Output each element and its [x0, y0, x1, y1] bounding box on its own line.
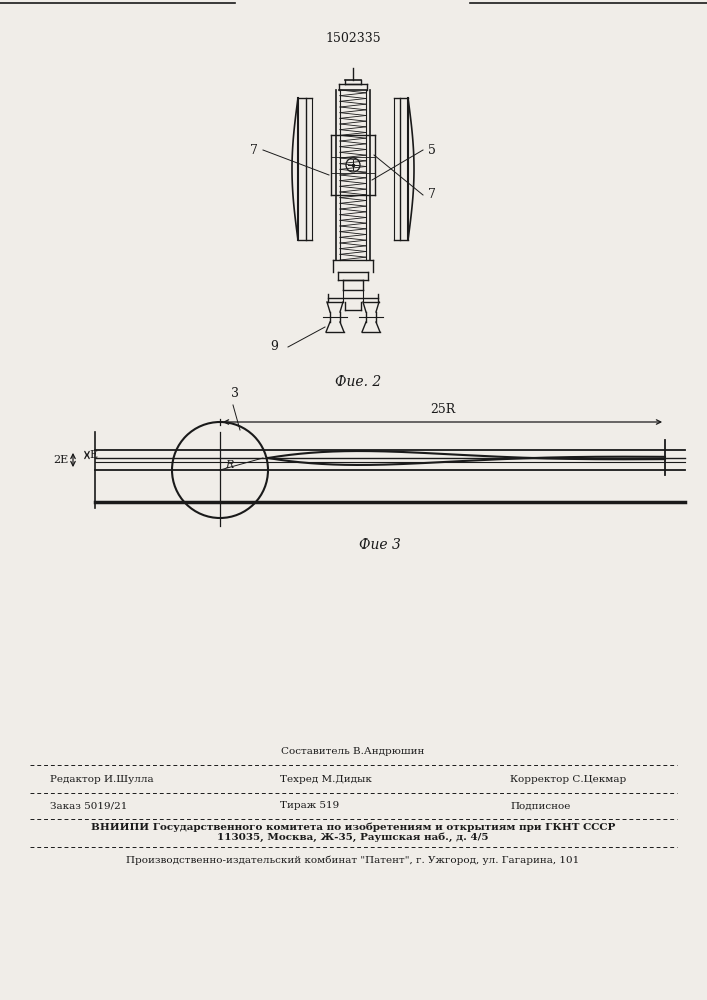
- Text: 7: 7: [428, 188, 436, 202]
- Text: 9: 9: [270, 340, 278, 354]
- Text: Фие 3: Фие 3: [359, 538, 401, 552]
- Text: Е: Е: [89, 450, 97, 460]
- Text: Производственно-издательский комбинат "Патент", г. Ужгород, ул. Гагарина, 101: Производственно-издательский комбинат "П…: [127, 855, 580, 865]
- Text: Заказ 5019/21: Заказ 5019/21: [50, 802, 127, 810]
- Text: 113035, Москва, Ж-35, Раушская наб., д. 4/5: 113035, Москва, Ж-35, Раушская наб., д. …: [217, 832, 489, 842]
- Text: 2Е: 2Е: [54, 455, 69, 465]
- Text: 3: 3: [231, 387, 239, 400]
- Text: Редактор И.Шулла: Редактор И.Шулла: [50, 774, 153, 784]
- Text: Тираж 519: Тираж 519: [280, 802, 339, 810]
- Text: R: R: [225, 460, 233, 470]
- Text: Корректор С.Цекмар: Корректор С.Цекмар: [510, 774, 626, 784]
- Text: 25R: 25R: [430, 403, 455, 416]
- Text: Техред М.Дидык: Техред М.Дидык: [280, 774, 372, 784]
- Text: ВНИИПИ Государственного комитета по изобретениям и открытиям при ГКНТ СССР: ВНИИПИ Государственного комитета по изоб…: [90, 822, 615, 832]
- Text: 5: 5: [428, 143, 436, 156]
- Text: Подписное: Подписное: [510, 802, 571, 810]
- Text: 1502335: 1502335: [325, 31, 381, 44]
- Text: 7: 7: [250, 143, 258, 156]
- Text: Составитель В.Андрюшин: Составитель В.Андрюшин: [281, 746, 425, 756]
- Text: Фие. 2: Фие. 2: [335, 375, 381, 389]
